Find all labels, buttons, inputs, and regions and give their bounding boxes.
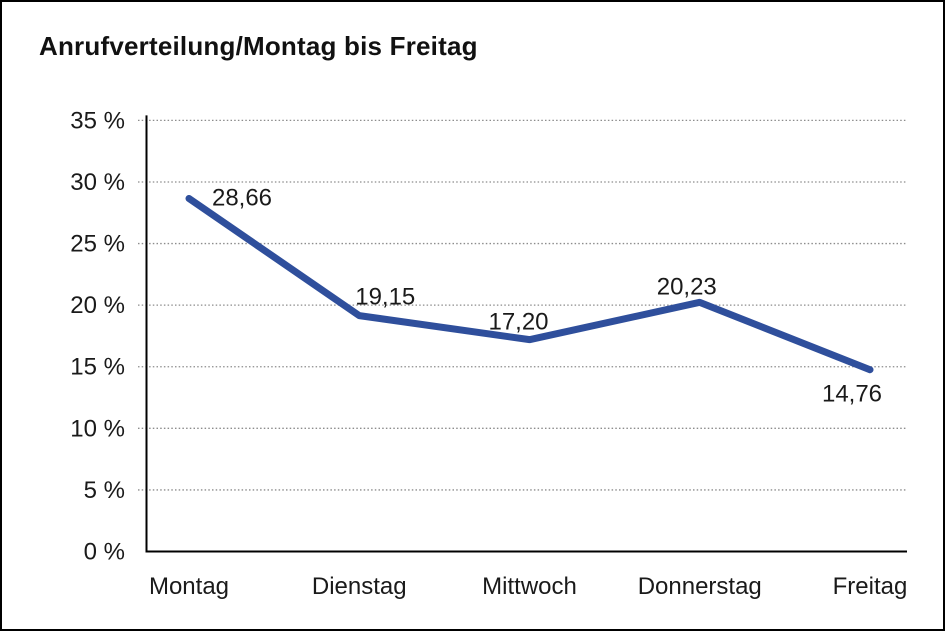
data-point-label: 17,20	[488, 309, 548, 336]
x-category-label: Mittwoch	[482, 573, 577, 600]
x-category-label: Freitag	[833, 573, 908, 600]
y-tick-label: 25 %	[70, 231, 125, 258]
chart-title: Anrufverteilung/Montag bis Freitag	[39, 31, 478, 61]
y-tick-label: 10 %	[70, 415, 125, 442]
y-tick-label: 15 %	[70, 354, 125, 381]
y-tick-label: 20 %	[70, 292, 125, 319]
data-point-label: 14,76	[822, 381, 882, 408]
y-tick-label: 5 %	[84, 477, 125, 504]
y-tick-label: 0 %	[84, 539, 125, 566]
data-series-line	[185, 194, 874, 374]
data-point-label: 20,23	[657, 273, 717, 300]
x-category-label: Montag	[149, 573, 229, 600]
y-tick-label: 30 %	[70, 169, 125, 196]
y-tick-label: 35 %	[70, 107, 125, 134]
data-point-label: 28,66	[212, 184, 272, 211]
data-point-label: 19,15	[355, 284, 415, 311]
x-category-label: Dienstag	[312, 573, 407, 600]
x-category-label: Donnerstag	[638, 573, 762, 600]
